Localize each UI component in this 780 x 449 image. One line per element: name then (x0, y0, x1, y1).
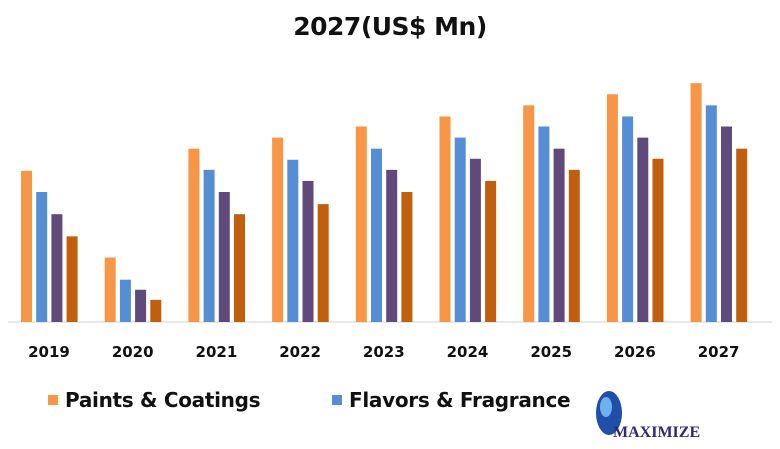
x-tick-label: 2027 (698, 343, 740, 361)
bar-2025-series-3 (568, 169, 580, 322)
bar-2020-series-0 (104, 257, 116, 322)
bar-2022-series-2 (302, 180, 314, 322)
chart-title: 2027(US$ Mn) (293, 12, 487, 41)
bar-2024-series-1 (454, 137, 466, 322)
maximize-logo: MAXIMIZE (585, 385, 715, 445)
bar-2020-series-2 (135, 289, 147, 322)
bar-chart: 2019 2020 2021 2022 2023 2024 2025 2026 2027 (8, 83, 772, 361)
bar-2020-series-1 (119, 279, 131, 322)
bar-2024-series-2 (469, 158, 481, 322)
bar-2019-series-2 (51, 214, 63, 322)
legend-item-paints-coatings: Paints & Coatings (48, 388, 261, 412)
bar-2023-series-3 (401, 192, 413, 322)
bar-2023-series-2 (386, 169, 398, 322)
legend-label: Paints & Coatings (65, 388, 261, 412)
bar-2023-series-1 (371, 148, 382, 322)
bar-2026-series-2 (637, 137, 649, 322)
bar-2024-series-0 (439, 116, 451, 322)
bar-2022-series-0 (272, 137, 284, 322)
bar-2019-series-0 (21, 170, 32, 322)
bar-2024-series-3 (485, 180, 497, 322)
x-tick-label: 2020 (112, 343, 154, 361)
bar-2021-series-0 (188, 148, 200, 322)
bar-2020-series-3 (150, 299, 162, 322)
x-tick-label: 2023 (363, 343, 405, 361)
bar-2026-series-3 (652, 158, 664, 322)
bar-2022-series-3 (317, 204, 329, 322)
x-tick-label: 2021 (196, 343, 238, 361)
bar-2019-series-3 (66, 236, 78, 322)
bar-2019-series-1 (36, 192, 48, 322)
bar-2027-series-0 (690, 83, 702, 322)
svg-text:MAXIMIZE: MAXIMIZE (613, 424, 700, 441)
x-tick-label: 2024 (447, 343, 489, 361)
x-tick-label: 2026 (614, 343, 656, 361)
bar-2025-series-2 (553, 148, 565, 322)
legend-swatch (332, 395, 342, 405)
legend-swatch (48, 395, 58, 405)
bar-2025-series-1 (538, 126, 550, 322)
x-tick-label: 2022 (279, 343, 321, 361)
bar-2027-series-3 (736, 148, 748, 322)
bar-2026-series-0 (606, 94, 618, 322)
x-tick-label: 2019 (28, 343, 70, 361)
bar-2021-series-1 (203, 169, 215, 322)
bar-2021-series-2 (218, 192, 230, 322)
bar-2027-series-2 (721, 126, 732, 322)
bar-2023-series-0 (355, 126, 367, 322)
bar-2026-series-1 (622, 116, 634, 322)
bar-2022-series-1 (287, 159, 299, 322)
legend-item-flavors-fragrance: Flavors & Fragrance (332, 388, 571, 412)
legend-label: Flavors & Fragrance (349, 388, 571, 412)
x-tick-label: 2025 (530, 343, 572, 361)
bar-2021-series-3 (234, 214, 245, 322)
bar-2025-series-0 (523, 105, 535, 322)
bar-2027-series-1 (705, 105, 717, 322)
